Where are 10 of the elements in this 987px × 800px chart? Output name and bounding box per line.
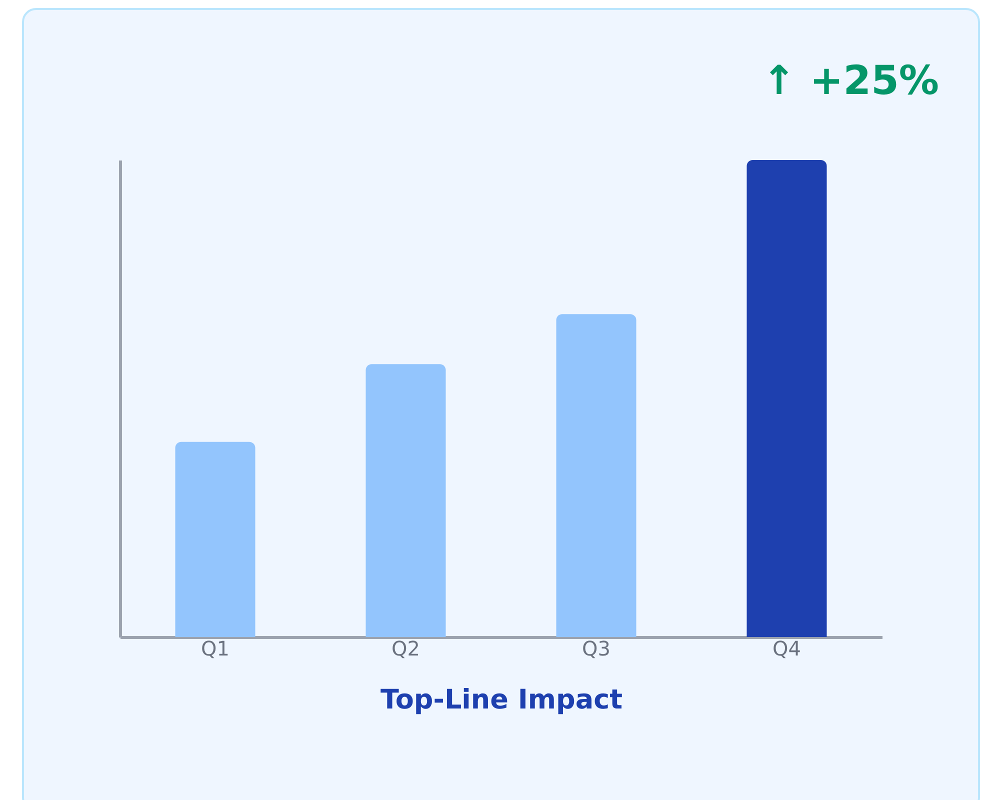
- x-axis-title: Top-Line Impact: [380, 684, 623, 716]
- bar: [746, 160, 827, 637]
- x-tick-label: Q3: [582, 636, 610, 660]
- bar: [556, 314, 636, 637]
- x-tick-label: Q2: [392, 636, 420, 660]
- x-tick-label: Q1: [201, 636, 230, 660]
- bar: [366, 364, 446, 637]
- text: ↑ +25%: [762, 58, 939, 104]
- x-tick-label: Q4: [772, 636, 801, 660]
- bar: [175, 442, 256, 637]
